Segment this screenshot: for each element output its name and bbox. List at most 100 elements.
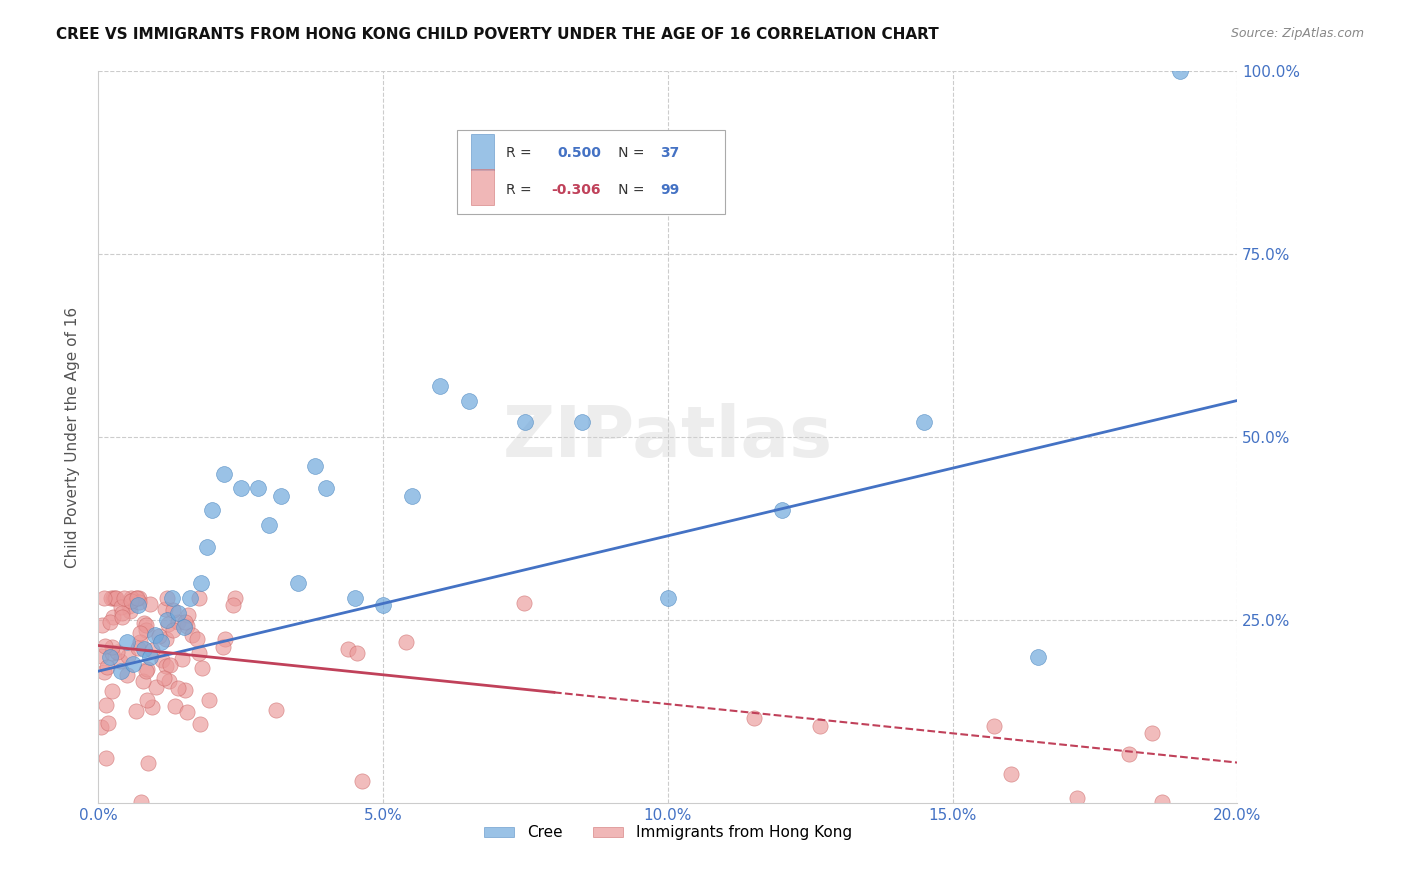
Point <box>115 635 138 649</box>
Point <box>105 645 128 659</box>
Point <box>141 642 163 657</box>
Point <box>156 613 179 627</box>
Point <box>1118 747 1140 761</box>
Point <box>198 693 221 707</box>
Point <box>93 591 115 605</box>
Point <box>127 599 149 613</box>
Point <box>90 617 112 632</box>
FancyBboxPatch shape <box>471 134 494 170</box>
Point <box>350 773 373 788</box>
Point <box>139 597 162 611</box>
Point <box>101 684 124 698</box>
Point <box>100 615 122 630</box>
Point <box>127 641 149 656</box>
Text: R =: R = <box>506 183 536 197</box>
Point <box>155 659 177 673</box>
Point <box>153 671 176 685</box>
Point <box>120 594 142 608</box>
Point <box>174 683 197 698</box>
Point <box>101 640 124 655</box>
Point <box>145 627 167 641</box>
Point <box>136 693 159 707</box>
Point <box>162 591 184 605</box>
Point <box>190 576 212 591</box>
Point <box>191 661 214 675</box>
Point <box>1170 64 1192 78</box>
Point <box>138 649 160 664</box>
Point <box>166 681 188 695</box>
Point <box>145 680 167 694</box>
Point <box>346 646 368 660</box>
Point <box>108 655 131 669</box>
Point <box>395 635 418 649</box>
FancyBboxPatch shape <box>471 169 494 205</box>
Point <box>132 674 155 689</box>
Point <box>1150 795 1173 809</box>
Point <box>270 489 292 503</box>
Y-axis label: Child Poverty Under the Age of 16: Child Poverty Under the Age of 16 <box>65 307 80 567</box>
Point <box>93 665 115 680</box>
Point <box>129 625 152 640</box>
Point <box>111 607 134 621</box>
Point <box>100 591 122 605</box>
Point <box>141 699 163 714</box>
Point <box>222 598 245 612</box>
Point <box>148 629 170 643</box>
Point <box>188 646 211 660</box>
Point <box>104 591 127 605</box>
Point <box>176 706 198 720</box>
Point <box>128 595 150 609</box>
Legend: Cree, Immigrants from Hong Kong: Cree, Immigrants from Hong Kong <box>478 819 858 847</box>
Point <box>135 624 157 638</box>
Point <box>90 720 112 734</box>
Point <box>135 664 157 678</box>
Point <box>157 617 180 632</box>
Point <box>177 608 200 623</box>
Point <box>101 647 124 661</box>
FancyBboxPatch shape <box>457 130 725 214</box>
Text: 99: 99 <box>659 183 679 197</box>
Text: N =: N = <box>605 183 650 197</box>
Point <box>343 591 366 605</box>
Point <box>246 481 269 495</box>
Point <box>135 618 157 632</box>
Point <box>155 602 177 616</box>
Point <box>201 503 224 517</box>
Point <box>120 591 142 605</box>
Text: -0.306: -0.306 <box>551 183 602 197</box>
Text: CREE VS IMMIGRANTS FROM HONG KONG CHILD POVERTY UNDER THE AGE OF 16 CORRELATION : CREE VS IMMIGRANTS FROM HONG KONG CHILD … <box>56 27 939 42</box>
Point <box>429 379 451 393</box>
Point <box>167 606 190 620</box>
Point <box>174 615 197 630</box>
Point <box>212 467 235 481</box>
Point <box>121 593 143 607</box>
Point <box>162 602 184 616</box>
Text: 37: 37 <box>659 146 679 161</box>
Point <box>162 623 184 637</box>
Point <box>1066 791 1088 805</box>
Point <box>1000 767 1022 781</box>
Point <box>179 591 201 605</box>
Point <box>983 719 1005 733</box>
Point <box>125 591 148 605</box>
Point <box>115 667 138 681</box>
Point <box>136 756 159 771</box>
Point <box>104 591 127 605</box>
Point <box>97 715 120 730</box>
Point <box>457 393 479 408</box>
Point <box>229 481 252 495</box>
Point <box>770 503 793 517</box>
Point <box>132 642 155 657</box>
Point <box>98 649 121 664</box>
Point <box>165 698 187 713</box>
Point <box>224 591 246 605</box>
Point <box>121 657 143 671</box>
Point <box>170 652 193 666</box>
Point <box>96 698 118 712</box>
Point <box>195 540 218 554</box>
Point <box>94 639 117 653</box>
Point <box>110 599 132 614</box>
Point <box>259 517 281 532</box>
Text: 0.500: 0.500 <box>557 146 602 161</box>
Text: ZIPatlas: ZIPatlas <box>503 402 832 472</box>
